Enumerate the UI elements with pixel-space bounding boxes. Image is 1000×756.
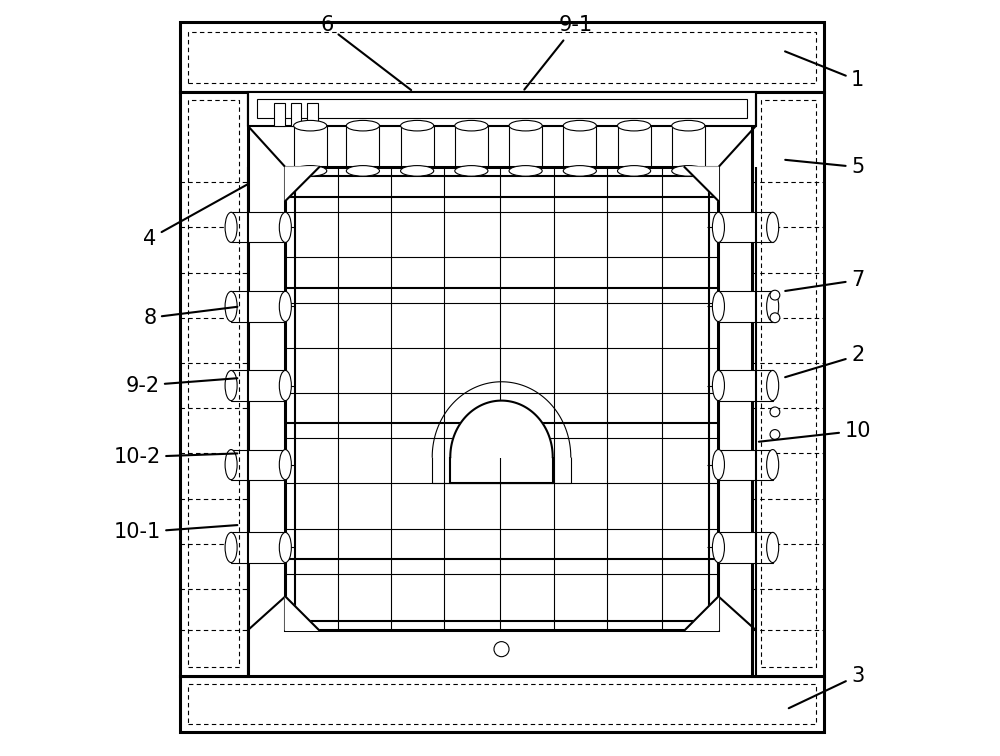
Ellipse shape [563,166,596,176]
Ellipse shape [279,532,291,562]
Bar [353,171,373,184]
Ellipse shape [509,166,542,176]
Bar [718,370,773,401]
Bar [274,103,285,125]
Ellipse shape [455,166,488,176]
Text: 9-2: 9-2 [125,376,237,395]
Bar [672,125,705,171]
Bar [718,212,773,243]
Ellipse shape [563,120,596,131]
Bar [752,91,824,676]
Bar [231,212,285,243]
Bar [231,450,285,480]
Bar [401,125,434,171]
Bar [285,167,718,631]
Bar [516,171,536,184]
Ellipse shape [401,166,434,176]
Polygon shape [685,596,718,631]
Bar [678,171,698,184]
Bar [231,291,285,321]
Ellipse shape [672,120,705,131]
Ellipse shape [618,120,651,131]
Bar [718,532,773,562]
Polygon shape [285,596,319,631]
Text: 1: 1 [785,51,864,91]
Ellipse shape [767,532,779,562]
Ellipse shape [770,290,780,300]
Polygon shape [450,401,553,457]
Ellipse shape [770,313,780,323]
Text: 9-1: 9-1 [524,15,592,90]
Bar [624,171,644,184]
Ellipse shape [346,166,379,176]
Ellipse shape [767,291,779,321]
Text: 4: 4 [143,184,249,249]
Ellipse shape [225,212,237,243]
Ellipse shape [712,532,724,562]
Polygon shape [685,167,718,201]
Bar [618,125,651,171]
Bar [307,103,318,125]
Ellipse shape [294,166,327,176]
Polygon shape [285,167,319,201]
Ellipse shape [767,212,779,243]
Bar [455,125,488,171]
Ellipse shape [672,166,705,176]
Ellipse shape [770,429,780,439]
Ellipse shape [279,212,291,243]
Bar [570,171,590,184]
Text: 2: 2 [785,345,864,377]
Bar [180,676,824,732]
Bar [346,125,379,171]
Bar [180,23,824,91]
Bar [407,171,427,184]
Ellipse shape [712,450,724,480]
Ellipse shape [767,450,779,480]
Bar [300,171,320,184]
Text: 7: 7 [785,270,864,291]
Ellipse shape [225,532,237,562]
Bar [509,125,542,171]
Bar [257,99,747,118]
Bar [231,532,285,562]
Ellipse shape [618,166,651,176]
Bar [291,103,301,125]
Ellipse shape [767,370,779,401]
Bar [294,125,327,171]
Ellipse shape [712,291,724,321]
Bar [231,370,285,401]
Ellipse shape [509,120,542,131]
Bar [248,91,756,125]
Text: 6: 6 [320,15,411,90]
Ellipse shape [225,450,237,480]
Ellipse shape [225,370,237,401]
Ellipse shape [712,370,724,401]
Text: 10-2: 10-2 [113,447,237,467]
Bar [295,176,709,621]
Ellipse shape [294,120,327,131]
Bar [718,291,773,321]
Ellipse shape [455,120,488,131]
Text: 5: 5 [785,157,864,177]
Bar [718,450,773,480]
Text: 3: 3 [789,665,864,708]
Ellipse shape [401,120,434,131]
Ellipse shape [494,642,509,657]
Ellipse shape [346,120,379,131]
Bar [180,91,248,676]
Text: 10: 10 [759,421,871,442]
Ellipse shape [279,450,291,480]
Text: 8: 8 [143,307,237,328]
Ellipse shape [225,291,237,321]
Bar [461,171,481,184]
Bar [563,125,596,171]
Ellipse shape [712,212,724,243]
Ellipse shape [770,407,780,417]
Ellipse shape [279,291,291,321]
Text: 10-1: 10-1 [113,522,237,542]
Ellipse shape [279,370,291,401]
